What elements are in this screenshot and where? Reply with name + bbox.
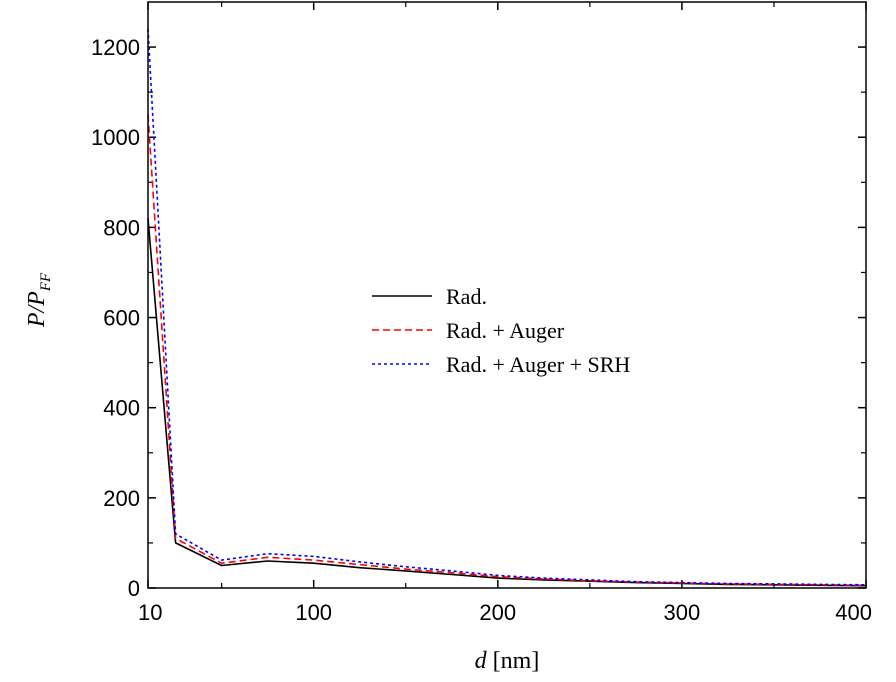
plot-frame bbox=[147, 1, 867, 589]
x-axis-variable: d bbox=[475, 648, 488, 674]
y-tick-label: 800 bbox=[103, 215, 140, 240]
y-tick-label: 1200 bbox=[91, 35, 140, 60]
x-tick-label: 100 bbox=[295, 600, 332, 625]
legend: Rad. Rad. + Auger Rad. + Auger + SRH bbox=[372, 284, 630, 377]
x-tick-label: 10 bbox=[138, 600, 162, 625]
series-line-1 bbox=[147, 218, 867, 587]
series-line-3 bbox=[147, 28, 867, 586]
legend-label-3: Rad. + Auger + SRH bbox=[446, 352, 630, 377]
tick-labels: 0 200 400 600 800 1000 1200 10 100 200 300 400 bbox=[91, 35, 872, 625]
x-tick-label: 400 bbox=[835, 600, 872, 625]
y-axis-subscript: FF bbox=[38, 272, 54, 292]
x-tick-label: 300 bbox=[664, 600, 701, 625]
tick-marks bbox=[147, 2, 867, 589]
y-axis-title: P/PFF bbox=[24, 272, 54, 328]
x-tick-label: 200 bbox=[479, 600, 516, 625]
y-tick-label: 400 bbox=[103, 396, 140, 421]
x-axis-title: d [nm] bbox=[475, 648, 540, 674]
y-tick-label: 0 bbox=[128, 576, 140, 601]
series-lines bbox=[147, 28, 867, 587]
y-tick-label: 1000 bbox=[91, 125, 140, 150]
legend-label-1: Rad. bbox=[446, 284, 487, 309]
y-tick-label: 200 bbox=[103, 486, 140, 511]
y-axis-main: P/P bbox=[24, 291, 50, 328]
legend-label-2: Rad. + Auger bbox=[446, 318, 565, 343]
x-axis-unit: [nm] bbox=[487, 648, 540, 674]
y-tick-label: 600 bbox=[103, 306, 140, 331]
series-line-2 bbox=[147, 114, 867, 587]
